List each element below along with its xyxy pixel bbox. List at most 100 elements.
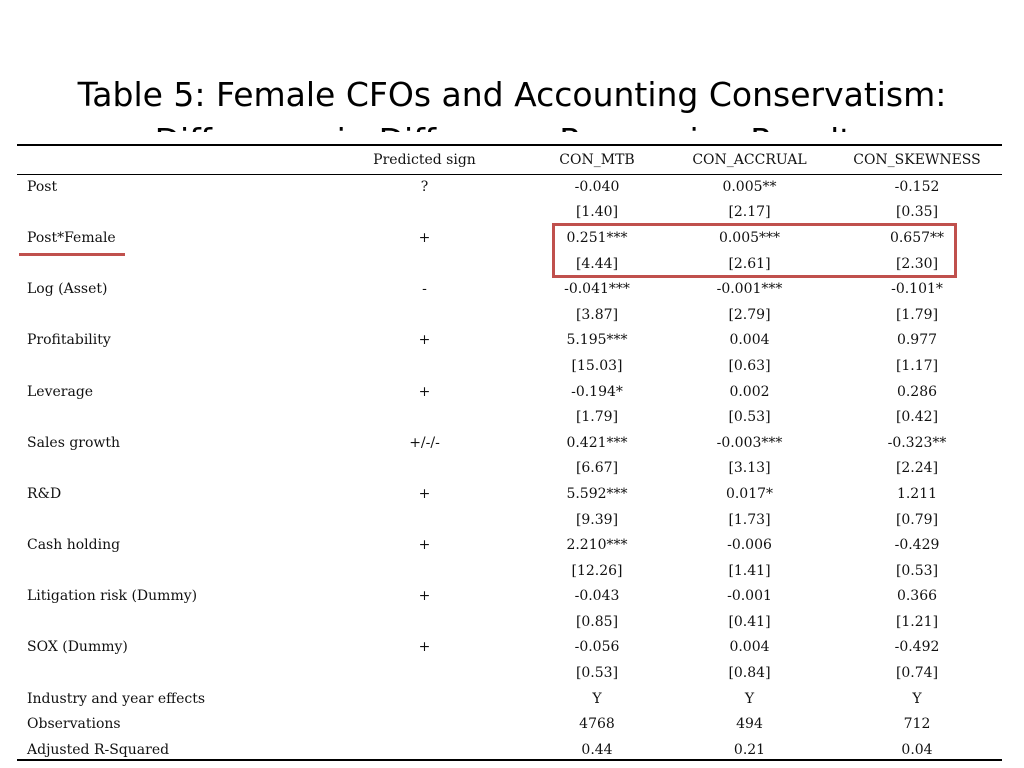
coefficient-cell: -0.152 (894, 178, 940, 195)
predicted-sign-cell: + (418, 537, 431, 554)
variable-name-cell: Observations (27, 716, 121, 733)
column-header (17, 146, 322, 174)
variable-name-cell: Profitability (27, 332, 111, 349)
predicted-sign-cell (322, 456, 527, 482)
coefficient-cell: 0.44 (581, 741, 613, 758)
coefficient-cell: [1.41] (728, 562, 771, 579)
table-row: Litigation risk (Dummy) + -0.043 -0.001 0.36… (17, 584, 1002, 610)
coefficient-cell: 5.195*** (566, 332, 628, 349)
variable-name-cell (17, 456, 322, 482)
coefficient-cell: Y (912, 690, 922, 707)
variable-name-cell: Leverage (27, 383, 94, 400)
coefficient-cell: [1.21] (895, 613, 939, 630)
title-line-1: Table 5: Female CFOs and Accounting Cons… (77, 75, 947, 115)
variable-name-cell (17, 507, 322, 533)
coefficient-cell: 0.251*** (566, 229, 628, 246)
coefficient-cell: -0.006 (727, 537, 772, 554)
column-header: CON_ACCRUAL (692, 152, 807, 168)
table-row: Sales growth +/-/- 0.421*** -0.003*** -0.323… (17, 430, 1002, 456)
table-row: Log (Asset) - -0.041*** -0.001*** -0.101* (17, 276, 1002, 302)
coefficient-cell: [0.53] (895, 562, 939, 579)
coefficient-cell: 0.002 (729, 383, 770, 400)
coefficient-cell: [2.61] (728, 255, 771, 272)
variable-name-cell: Post*Female (27, 229, 116, 246)
table-row: [0.53] [0.84] [0.74] (17, 660, 1002, 686)
table-header-row: Predicted sign CON_MTB CON_ACCRUAL CON_SKEW… (17, 146, 1002, 174)
predicted-sign-cell (322, 200, 527, 226)
coefficient-cell: -0.043 (574, 588, 620, 605)
coefficient-cell: 5.592*** (566, 485, 628, 502)
predicted-sign-cell (322, 404, 527, 430)
variable-name-cell (17, 302, 322, 328)
table-row: Post*Female +0.251*** 0.005*** 0.657** (17, 225, 1002, 251)
coefficient-cell: [2.79] (728, 306, 771, 323)
coefficient-cell: [0.63] (728, 357, 771, 374)
variable-name-cell: R&D (27, 485, 62, 502)
table-bottom-rule (17, 759, 1002, 761)
variable-name-cell: Litigation risk (Dummy) (27, 588, 198, 605)
predicted-sign-cell: + (418, 588, 431, 605)
column-header: Predicted sign (373, 152, 476, 168)
coefficient-cell: 0.977 (896, 332, 938, 349)
coefficient-cell: 0.004 (729, 639, 770, 656)
coefficient-cell: 0.005*** (718, 229, 781, 246)
predicted-sign-cell: + (418, 332, 431, 349)
coefficient-cell: 0.421*** (566, 434, 628, 451)
coefficient-cell: 494 (736, 716, 763, 733)
coefficient-cell: 0.004 (729, 332, 770, 349)
coefficient-cell: 0.657** (889, 229, 945, 246)
table-row: [6.67] [3.13] [2.24] (17, 456, 1002, 482)
coefficient-cell: 0.366 (896, 588, 938, 605)
coefficient-cell: [4.44] (575, 255, 619, 272)
coefficient-cell: [1.79] (575, 409, 619, 426)
post-female-underline (19, 253, 125, 256)
predicted-sign-cell: +/-/- (409, 434, 440, 451)
table-row: [15.03] [0.63] [1.17] (17, 353, 1002, 379)
predicted-sign-cell: + (418, 383, 431, 400)
table-row: [1.40] [2.17] [0.35] (17, 200, 1002, 226)
table-top-rule (17, 144, 1002, 146)
column-header: CON_SKEWNESS (853, 152, 981, 168)
predicted-sign-cell: + (418, 485, 431, 502)
table-row: [3.87] [2.79] [1.79] (17, 302, 1002, 328)
coefficient-cell: 0.005** (722, 178, 777, 195)
variable-name-cell: Post (27, 178, 58, 195)
variable-name-cell (17, 558, 322, 584)
predicted-sign-cell (322, 302, 527, 328)
coefficient-cell: 712 (903, 716, 931, 733)
variable-name-cell (17, 404, 322, 430)
table-row: SOX (Dummy) + -0.056 0.004 -0.492 (17, 635, 1002, 661)
variable-name-cell (17, 200, 322, 226)
table-row: Cash holding +2.210*** -0.006 -0.429 (17, 532, 1002, 558)
table-row: Profitability +5.195*** 0.004 0.977 (17, 328, 1002, 354)
variable-name-cell (17, 660, 322, 686)
variable-name-cell: Log (Asset) (27, 281, 108, 298)
regression-table-container: Predicted sign CON_MTB CON_ACCRUAL CON_SKEW… (17, 132, 1002, 762)
predicted-sign-cell (322, 686, 527, 712)
coefficient-cell: 1.211 (896, 485, 938, 502)
coefficient-cell: [9.39] (575, 511, 619, 528)
table-row: [9.39] [1.73] [0.79] (17, 507, 1002, 533)
predicted-sign-cell: + (418, 639, 431, 656)
coefficient-cell: [2.24] (895, 460, 939, 477)
predicted-sign-cell (322, 609, 527, 635)
coefficient-cell: -0.001*** (716, 281, 783, 298)
table-row: Observations 4768 494 712 (17, 711, 1002, 737)
coefficient-cell: [12.26] (571, 562, 623, 579)
table-row: R&D +5.592*** 0.017* 1.211 (17, 481, 1002, 507)
predicted-sign-cell: - (422, 281, 427, 298)
coefficient-cell: 0.04 (901, 741, 933, 758)
table-row: [0.85] [0.41] [1.21] (17, 609, 1002, 635)
coefficient-cell: 0.286 (896, 383, 938, 400)
coefficient-cell: 4768 (579, 716, 615, 733)
coefficient-cell: 0.017* (725, 485, 774, 502)
coefficient-cell: [0.35] (895, 204, 939, 221)
coefficient-cell: [0.42] (895, 409, 939, 426)
predicted-sign-cell (322, 558, 527, 584)
coefficient-cell: [1.79] (895, 306, 939, 323)
coefficient-cell: 0.21 (733, 741, 766, 758)
coefficient-cell: 2.210*** (566, 537, 628, 554)
coefficient-cell: -0.492 (894, 639, 940, 656)
coefficient-cell: [3.13] (728, 460, 771, 477)
coefficient-cell: [1.40] (575, 204, 619, 221)
